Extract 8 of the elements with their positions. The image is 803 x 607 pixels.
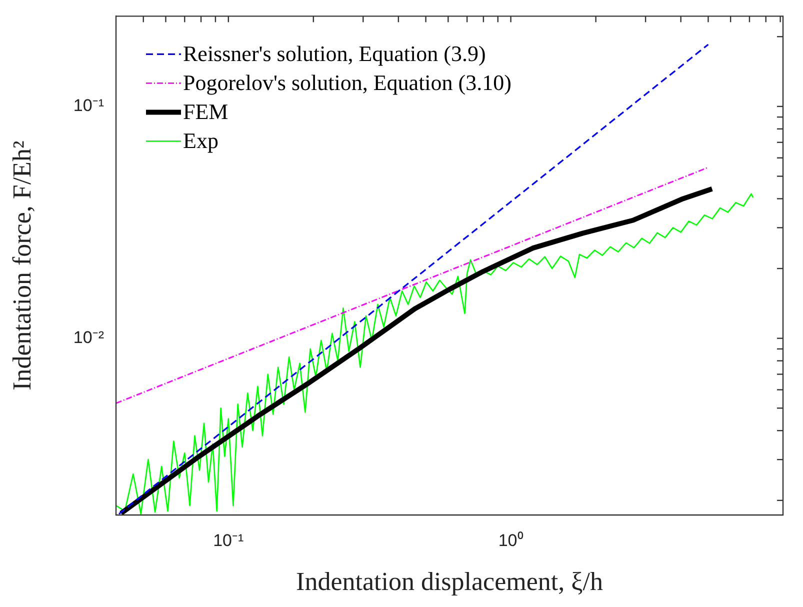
legend-label: FEM	[183, 98, 228, 124]
x-axis-title: Indentation displacement, ξ/h	[296, 567, 603, 596]
legend-label: Exp	[183, 128, 218, 153]
x-tick-label: 10⁰	[498, 530, 524, 550]
legend-label: Reissner's solution, Equation (3.9)	[183, 40, 486, 66]
y-axis-title: Indentation force, F/Eh²	[7, 140, 36, 390]
y-tick-label: 10⁻²	[73, 328, 104, 348]
legend-label: Pogorelov's solution, Equation (3.10)	[183, 70, 512, 95]
